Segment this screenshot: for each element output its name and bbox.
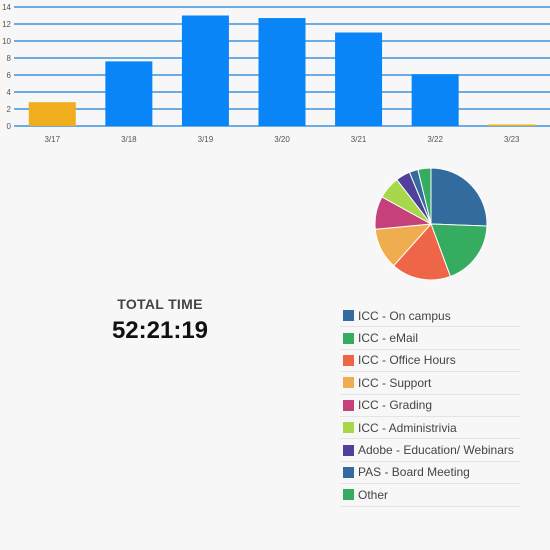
legend-item: ICC - Administrivia [340,417,520,440]
legend-item: ICC - eMail [340,327,520,350]
x-tick-label: 3/22 [427,135,443,144]
total-time-label: TOTAL TIME [117,296,203,312]
x-tick-label: 3/17 [44,135,60,144]
legend-swatch [343,399,354,411]
pie-slice-2 [430,223,488,278]
pie-slice-3 [392,223,452,281]
legend-label: ICC - Administrivia [358,420,457,435]
legend-item: ICC - On campus [340,305,520,328]
daily-time-bar-chart: 0 2 4 6 8 10 12 14 3/17 3/18 3/19 3/20 3/21 3/22 3/23 [2,3,550,144]
legend-swatch [343,489,354,501]
legend-swatch [343,354,354,366]
y-tick-label: 14 [2,3,11,12]
y-tick-label: 10 [2,37,11,46]
y-tick-label: 12 [2,20,11,29]
bar-3-19 [181,15,229,126]
y-tick-label: 2 [7,105,12,114]
bar-3-23 [488,124,536,126]
bar-3-18 [105,61,153,126]
legend-label: ICC - On campus [358,308,451,323]
y-tick-label: 8 [7,54,12,63]
x-tick-label: 3/19 [198,135,214,144]
bar-3-21 [335,32,383,126]
total-time-value: 52:21:19 [111,317,209,344]
legend-label: ICC - Office Hours [358,353,456,368]
bar-3-17 [28,102,76,126]
y-tick-label: 6 [7,71,12,80]
x-tick-label: 3/23 [504,135,520,144]
legend-swatch [343,444,354,456]
pie-legend: ICC - On campus ICC - eMail ICC - Office H… [340,305,520,507]
legend-item: ICC - Grading [340,395,520,417]
legend-label: ICC - eMail [358,331,419,346]
legend-label: PAS - Board Meeting [358,465,470,480]
pie-slice-1 [430,167,488,227]
legend-swatch [343,310,354,322]
legend-item: Other [340,484,520,507]
bar-3-22 [411,74,459,126]
legend-item: ICC - Office Hours [340,350,520,373]
legend-item: ICC - Support [340,372,520,395]
x-tick-label: 3/18 [121,135,137,144]
x-tick-label: 3/20 [274,135,290,144]
legend-swatch [343,377,354,389]
y-tick-label: 4 [7,88,12,97]
legend-swatch [343,466,354,478]
legend-item: PAS - Board Meeting [340,462,520,485]
total-time-panel: TOTAL TIME 52:21:19 [95,296,225,345]
legend-label: Adobe - Education/ Webinars [358,443,514,458]
bar-3-20 [258,18,306,126]
legend-swatch [343,332,354,344]
legend-label: ICC - Grading [358,398,433,413]
legend-item: Adobe - Education/ Webinars [340,439,520,462]
category-pie-chart [374,167,488,281]
legend-swatch [343,422,354,434]
legend-label: Other [358,487,389,502]
legend-label: ICC - Support [358,375,432,390]
y-tick-label: 0 [7,122,12,131]
pie-slice-9 [417,167,432,225]
x-tick-label: 3/21 [351,135,367,144]
